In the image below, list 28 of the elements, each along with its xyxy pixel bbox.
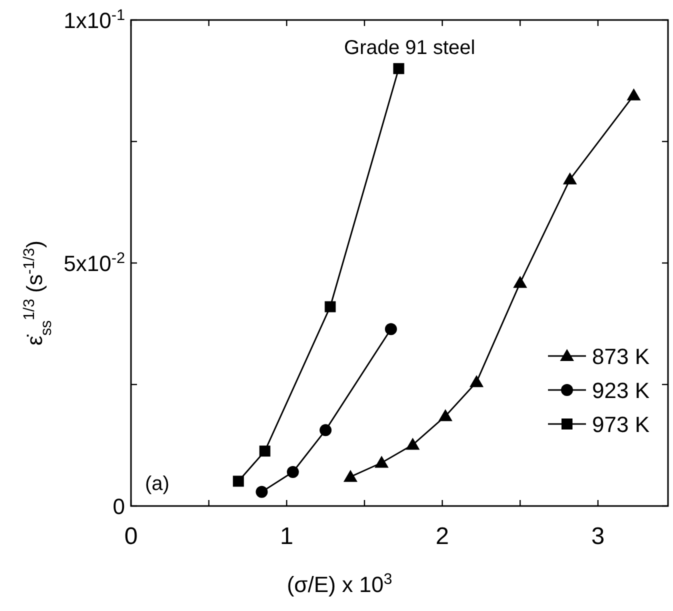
annotation: Grade 91 steel [344, 37, 476, 59]
point [374, 456, 389, 468]
point [513, 276, 528, 288]
y-tick-label: 0 [112, 494, 125, 519]
point [320, 424, 332, 436]
point [626, 88, 641, 100]
legend-label: 973 K [592, 412, 650, 437]
point [470, 375, 484, 388]
point [438, 409, 452, 422]
y-tick-label: 5x10$^{-2}$ [64, 250, 125, 276]
legend-label: 873 K [592, 344, 650, 369]
point [324, 301, 336, 312]
point [393, 63, 404, 74]
point [259, 446, 270, 457]
x-tick-label: 1 [280, 523, 294, 550]
point [343, 470, 358, 482]
point [406, 438, 420, 450]
point [384, 323, 397, 336]
x-axis-title: (σ/E) x 10$^{3}$ [286, 570, 392, 597]
legend-label: 923 K [592, 378, 650, 403]
point [286, 466, 299, 478]
point [256, 486, 268, 498]
point [232, 476, 244, 487]
point [562, 172, 577, 184]
annotation: (a) [145, 473, 170, 495]
x-tick-label: 2 [436, 523, 449, 550]
x-tick-label: 3 [591, 523, 605, 550]
y-tick-label: 1x10$^{-1}$ [64, 6, 125, 33]
